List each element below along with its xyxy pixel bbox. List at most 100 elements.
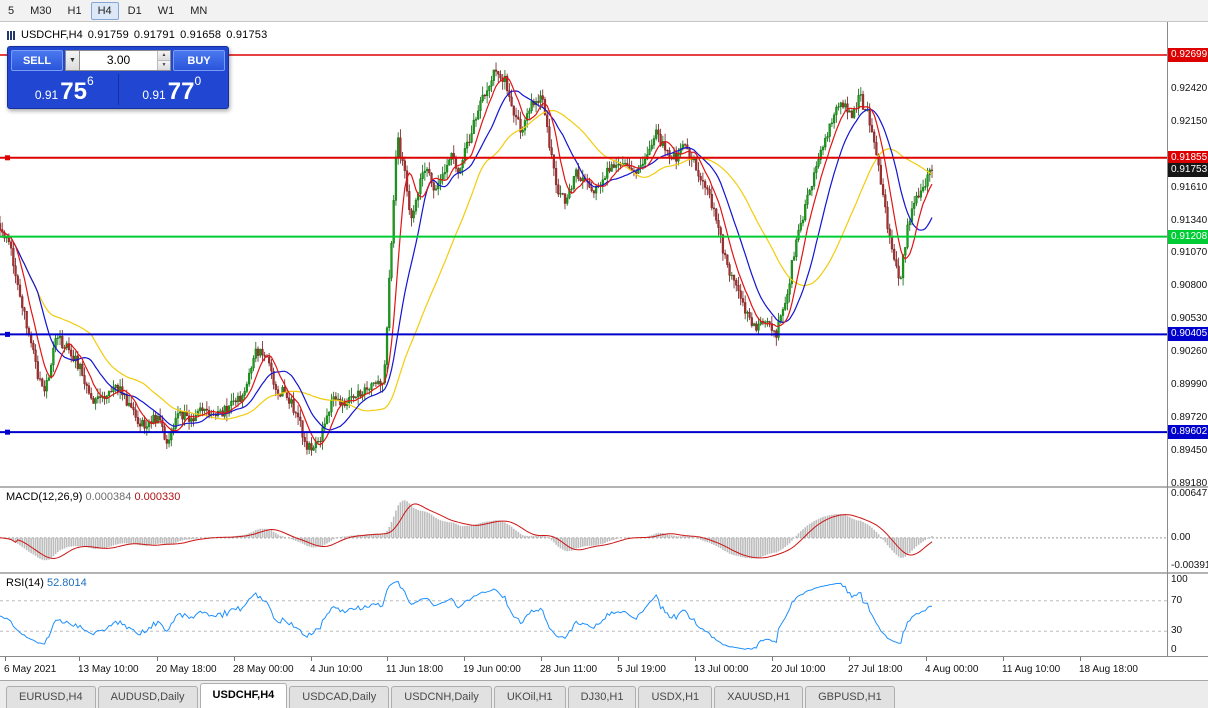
time-tick <box>79 657 80 661</box>
main-price-chart[interactable]: USDCHF,H4 0.91759 0.91791 0.91658 0.9175… <box>0 22 1167 486</box>
level-price-label: 0.91855 <box>1168 150 1208 165</box>
rsi-value: 52.8014 <box>46 577 87 589</box>
time-tick <box>849 657 850 661</box>
rsi-scale[interactable]: 100 70 30 0 <box>1168 574 1208 656</box>
chart-tab-usdcnh-daily[interactable]: USDCNH,Daily <box>391 686 492 708</box>
macd-signal-value: 0.000330 <box>134 491 181 503</box>
price-tick-label: 0.91340 <box>1171 214 1208 226</box>
timeframe-button-w1[interactable]: W1 <box>157 4 175 17</box>
buy-price[interactable]: 0.91 77 0 <box>119 74 226 105</box>
level-price-label: 0.89602 <box>1168 425 1208 440</box>
macd-scale[interactable]: 0.00647 0.00 -0.00391 <box>1168 488 1208 572</box>
chart-tab-dj30-h1[interactable]: DJ30,H1 <box>567 686 637 708</box>
time-label: 13 Jul 00:00 <box>694 664 749 675</box>
oct-prices-row: 0.91 75 6 0.91 77 0 <box>11 74 225 105</box>
time-label: 20 May 18:00 <box>156 664 217 675</box>
line-selection-handle <box>5 429 10 435</box>
time-label: 13 May 10:00 <box>78 664 139 675</box>
moving-average-fast <box>0 76 933 446</box>
volume-input[interactable]: 3.00 ▲ ▼ <box>80 50 171 71</box>
chart-tab-eurusd-h4[interactable]: EURUSD,H4 <box>6 686 96 708</box>
time-label: 27 Jul 18:00 <box>848 664 903 675</box>
time-tick <box>157 657 158 661</box>
timeframe-button-m30[interactable]: M30 <box>30 4 52 17</box>
panel-separator-macd[interactable] <box>0 486 1208 488</box>
macd-signal-line <box>0 503 933 560</box>
timeframe-button-mn[interactable]: MN <box>190 4 208 17</box>
macd-label: MACD(12,26,9) 0.000384 0.000330 <box>6 491 180 503</box>
chart-tab-ukoil-h1[interactable]: UKOil,H1 <box>493 686 566 708</box>
sell-price-pips: 75 <box>60 78 87 105</box>
macd-main-value: 0.000384 <box>85 491 132 503</box>
down-candle-bodies <box>0 69 934 451</box>
buy-button[interactable]: BUY <box>173 50 225 71</box>
rsi-scale-label: 100 <box>1171 574 1188 585</box>
timeframe-toolbar: 5 M30 H1 H4 D1 W1 MN <box>0 0 1208 22</box>
macd-scale-label: 0.00 <box>1171 531 1191 543</box>
volume-value[interactable]: 3.00 <box>106 53 131 67</box>
timeframe-button-d1[interactable]: D1 <box>127 4 142 17</box>
time-tick <box>1003 657 1004 661</box>
ohlc-high: 0.91791 <box>133 29 176 41</box>
macd-canvas[interactable] <box>0 488 1167 572</box>
macd-panel[interactable]: MACD(12,26,9) 0.000384 0.000330 <box>0 488 1167 572</box>
ohlc-close: 0.91753 <box>226 29 268 41</box>
time-tick <box>464 657 465 661</box>
moving-average-medium <box>0 90 933 431</box>
price-tick-label: 0.91070 <box>1171 247 1208 259</box>
buy-price-pips: 77 <box>167 78 195 105</box>
line-selection-handle <box>5 155 10 161</box>
chart-tabs-bar: EURUSD,H4 AUDUSD,Daily USDCHF,H4 USDCAD,Dai… <box>0 680 1208 708</box>
sell-price-prefix: 0.91 <box>34 88 59 102</box>
oct-controls-row: SELL ▼ 3.00 ▲ ▼ BUY <box>11 50 225 71</box>
time-tick <box>618 657 619 661</box>
buy-price-prefix: 0.91 <box>142 88 166 102</box>
ohlc-open: 0.91759 <box>87 29 129 41</box>
time-label: 19 Jun 00:00 <box>463 664 521 675</box>
chart-tab-usdchf-h4[interactable]: USDCHF,H4 <box>199 683 288 708</box>
chart-tab-usdx-h1[interactable]: USDX,H1 <box>638 686 713 708</box>
timeframe-button-5[interactable]: 5 <box>8 4 15 17</box>
chart-tab-usdcad-daily[interactable]: USDCAD,Daily <box>289 686 390 708</box>
chart-tab-audusd-daily[interactable]: AUDUSD,Daily <box>97 686 198 708</box>
panel-separator-rsi[interactable] <box>0 572 1208 574</box>
price-tick-label: 0.89450 <box>1171 444 1208 456</box>
chart-tab-gbpusd-h1[interactable]: GBPUSD,H1 <box>805 686 895 708</box>
price-scale[interactable]: 0.92699 0.91855 0.91208 0.90405 0.89602 0.924… <box>1168 22 1208 486</box>
level-price-label: 0.91208 <box>1168 229 1208 244</box>
volume-dropdown-button[interactable]: ▼ <box>65 50 80 71</box>
time-label: 28 May 00:00 <box>233 664 294 675</box>
sell-button[interactable]: SELL <box>11 50 63 71</box>
time-axis[interactable]: 6 May 2021 13 May 10:00 20 May 18:00 28 May… <box>0 656 1208 680</box>
one-click-trading-panel: SELL ▼ 3.00 ▲ ▼ BUY 0.91 75 6 0.91 77 0 <box>7 46 229 109</box>
ohlc-low: 0.91658 <box>180 29 222 41</box>
chart-symbol-icon <box>7 30 16 40</box>
time-label: 4 Jun 10:00 <box>310 664 363 675</box>
rsi-canvas[interactable] <box>0 574 1167 656</box>
volume-down-button[interactable]: ▼ <box>158 61 170 70</box>
chart-tab-xauusd-h1[interactable]: XAUUSD,H1 <box>714 686 804 708</box>
time-label: 20 Jul 10:00 <box>771 664 826 675</box>
time-label: 28 Jun 11:00 <box>540 664 598 675</box>
macd-name: MACD(12,26,9) <box>6 491 83 503</box>
level-price-label: 0.92699 <box>1168 48 1208 62</box>
volume-control: ▼ 3.00 ▲ ▼ <box>65 50 171 71</box>
volume-up-button[interactable]: ▲ <box>158 51 170 61</box>
time-label: 5 Jul 19:00 <box>617 664 666 675</box>
rsi-panel[interactable]: RSI(14) 52.8014 <box>0 574 1167 656</box>
rsi-scale-label: 70 <box>1171 594 1183 606</box>
timeframe-button-h1[interactable]: H1 <box>67 4 82 17</box>
timeframe-button-h4[interactable]: H4 <box>90 1 119 20</box>
time-label: 4 Aug 00:00 <box>925 664 979 675</box>
sell-price[interactable]: 0.91 75 6 <box>11 74 119 105</box>
time-tick <box>1080 657 1081 661</box>
time-tick <box>772 657 773 661</box>
rsi-label: RSI(14) 52.8014 <box>6 577 87 589</box>
chart-title: USDCHF,H4 0.91759 0.91791 0.91658 0.9175… <box>7 29 267 41</box>
time-tick <box>695 657 696 661</box>
time-tick <box>387 657 388 661</box>
price-tick-label: 0.90800 <box>1171 280 1208 292</box>
current-price-label: 0.91753 <box>1168 163 1208 178</box>
candlestick-canvas[interactable] <box>0 22 1167 486</box>
